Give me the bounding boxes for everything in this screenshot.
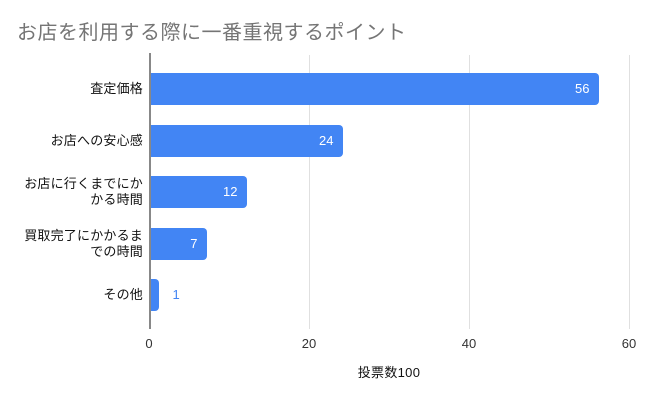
category-label: 買取完了にかかるま での時間 <box>24 227 143 259</box>
bar-value-label: 1 <box>172 287 180 302</box>
y-axis-category-labels: 査定価格お店への安心感お店に行くまでにか かる時間 買取完了にかかるま での時間その他 <box>0 55 143 323</box>
y-axis-line <box>149 53 151 329</box>
x-tick-label: 20 <box>301 336 317 351</box>
category-label: 査定価格 <box>90 81 143 96</box>
bar-1: 56 <box>150 73 599 105</box>
gridline <box>469 55 470 329</box>
bar-4: 7 <box>150 227 207 260</box>
category-label: お店に行くまでにか かる時間 <box>24 176 143 207</box>
category-label: お店への安心感 <box>50 132 143 148</box>
bar-value-label: 24 <box>319 132 334 148</box>
x-tick-label: 40 <box>461 336 477 351</box>
chart-title: お店を利用する際に一番重視するポイント <box>17 22 407 44</box>
category-label: その他 <box>103 287 143 302</box>
bar-2: 24 <box>150 124 343 157</box>
bar-value-label: 7 <box>190 235 198 251</box>
bar-5 <box>150 279 159 311</box>
bar-value-label: 12 <box>223 184 238 199</box>
bar-value-label: 56 <box>575 81 590 96</box>
x-tick-label: 0 <box>145 336 153 351</box>
x-axis-title: 投票数100 <box>357 365 421 380</box>
gridline <box>309 55 310 329</box>
plot-area: 56 24 12 7 1 <box>149 53 630 329</box>
x-tick-label: 60 <box>621 336 637 351</box>
gridline <box>629 55 630 329</box>
bar-3: 12 <box>150 176 247 208</box>
